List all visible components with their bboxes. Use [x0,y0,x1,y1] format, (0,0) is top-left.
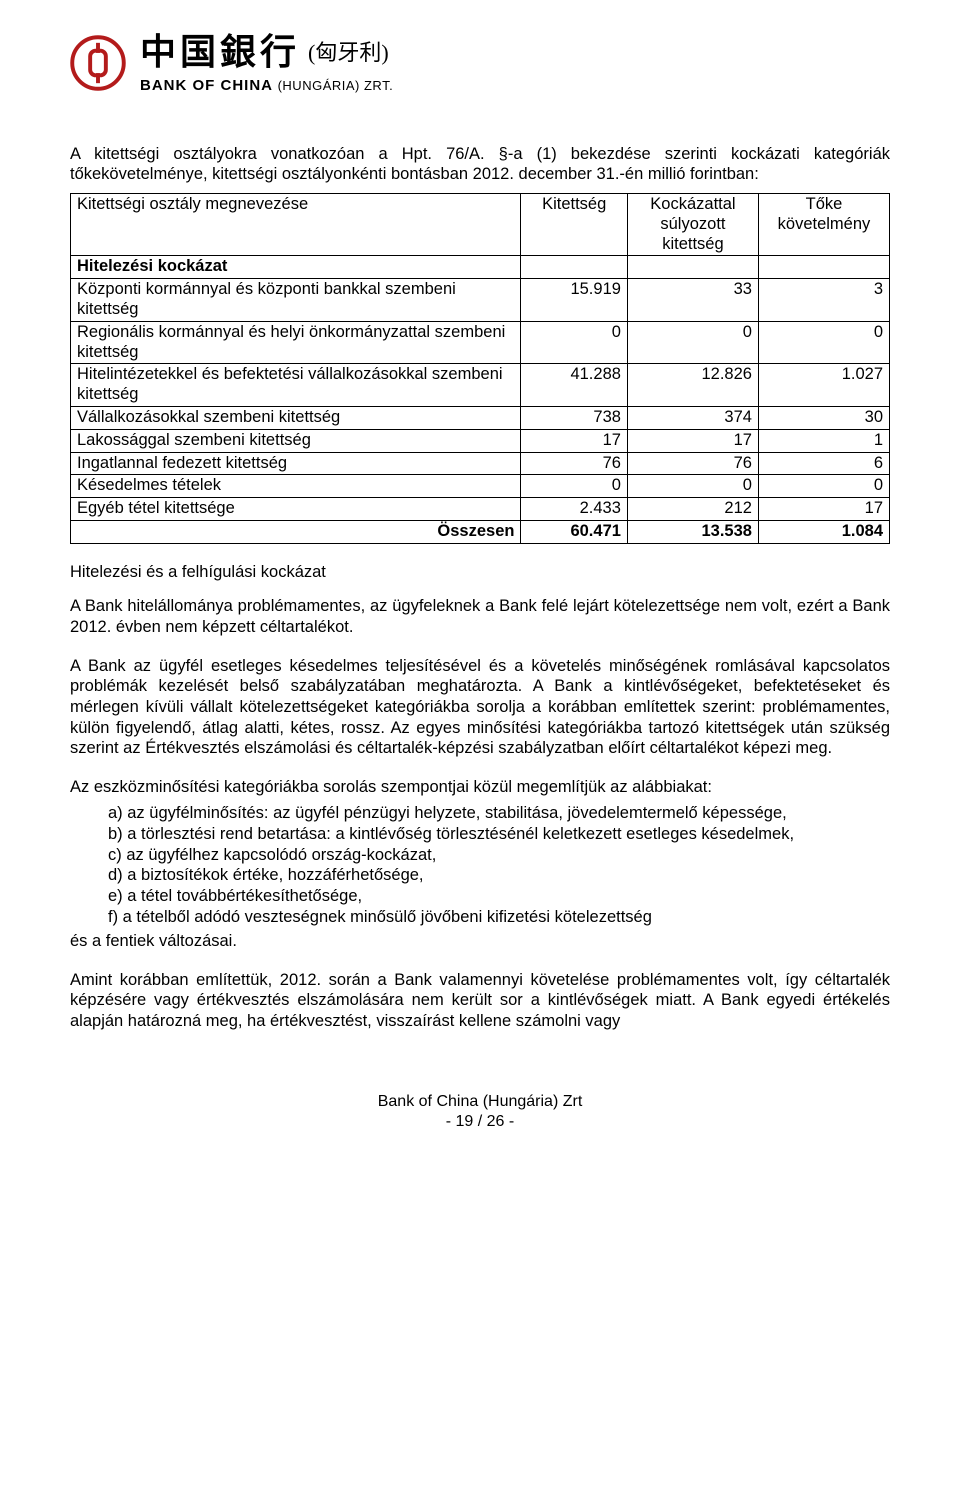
logo-english-text: BANK OF CHINA [140,77,273,94]
row-value: 33 [627,279,758,322]
row-label: Vállalkozásokkal szembeni kitettség [71,406,521,429]
row-value: 374 [627,406,758,429]
table-row: Ingatlannal fedezett kitettség76766 [71,452,890,475]
row-value: 0 [521,321,627,364]
row-value: 17 [627,429,758,452]
row-value: 0 [521,475,627,498]
row-label: Egyéb tétel kitettsége [71,498,521,521]
row-value: 0 [627,475,758,498]
table-row: Összesen60.47113.5381.084 [71,520,890,543]
col-header-name: Kitettségi osztály megnevezése [71,194,521,256]
list-item: a) az ügyfélminősítés: az ügyfél pénzügy… [108,803,890,824]
list-item: d) a biztosítékok értéke, hozzáférhetősé… [108,865,890,886]
bank-of-china-emblem-icon [70,35,126,91]
row-label: Késedelmes tételek [71,475,521,498]
list-outro: és a fentiek változásai. [70,931,890,952]
col-header-weighted: Kockázattal súlyozott kitettség [627,194,758,256]
row-value: 2.433 [521,498,627,521]
row-value: 60.471 [521,520,627,543]
table-row: Késedelmes tételek000 [71,475,890,498]
footer-company: Bank of China (Hungária) Zrt [70,1092,890,1112]
row-label: Hitelezési kockázat [71,256,521,279]
row-value: 738 [521,406,627,429]
list-item: e) a tétel továbbértékesíthetősége, [108,886,890,907]
table-row: Hitelintézetekkel és befektetési vállalk… [71,364,890,407]
row-value: 1 [758,429,889,452]
list-item: c) az ügyfélhez kapcsolódó ország-kockáz… [108,845,890,866]
table-row: Központi kormánnyal és központi bankkal … [71,279,890,322]
table-row: Vállalkozásokkal szembeni kitettség73837… [71,406,890,429]
exposure-table: Kitettségi osztály megnevezése Kitettség… [70,193,890,544]
list-item: b) a törlesztési rend betartása: a kintl… [108,824,890,845]
section-title: Hitelezési és a felhígulási kockázat [70,562,890,583]
list-item: f) a tételből adódó veszteségnek minősül… [108,907,890,928]
logo-chinese-text: 中国銀行 [140,30,300,75]
row-value: 76 [627,452,758,475]
row-value: 76 [521,452,627,475]
row-value: 212 [627,498,758,521]
row-label: Lakossággal szembeni kitettség [71,429,521,452]
paragraph-4: Amint korábban említettük, 2012. során a… [70,970,890,1032]
list-intro: Az eszközminősítési kategóriákba sorolás… [70,777,890,798]
footer-page-number: - 19 / 26 - [70,1112,890,1132]
logo-english-sub: (HUNGÁRIA) ZRT. [278,78,394,93]
row-value: 15.919 [521,279,627,322]
row-value: 17 [758,498,889,521]
row-label: Összesen [71,520,521,543]
row-label: Hitelintézetekkel és befektetési vállalk… [71,364,521,407]
row-value: 13.538 [627,520,758,543]
criteria-list: a) az ügyfélminősítés: az ügyfél pénzügy… [108,803,890,927]
col-header-kitettseg: Kitettség [521,194,627,256]
row-value [758,256,889,279]
row-label: Regionális kormánnyal és helyi önkormány… [71,321,521,364]
paragraph-2: A Bank az ügyfél esetleges késedelmes te… [70,656,890,759]
table-row: Hitelezési kockázat [71,256,890,279]
row-value: 41.288 [521,364,627,407]
logo-header: 中国銀行 (匈牙利) BANK OF CHINA (HUNGÁRIA) ZRT. [70,30,890,96]
table-row: Egyéb tétel kitettsége2.43321217 [71,498,890,521]
col-header-capital: Tőke követelmény [758,194,889,256]
table-row: Lakossággal szembeni kitettség17171 [71,429,890,452]
row-value [521,256,627,279]
row-value: 30 [758,406,889,429]
row-value: 0 [627,321,758,364]
table-row: Regionális kormánnyal és helyi önkormány… [71,321,890,364]
row-value: 3 [758,279,889,322]
row-label: Központi kormánnyal és központi bankkal … [71,279,521,322]
logo-text-group: 中国銀行 (匈牙利) BANK OF CHINA (HUNGÁRIA) ZRT. [140,30,393,96]
row-value: 6 [758,452,889,475]
row-label: Ingatlannal fedezett kitettség [71,452,521,475]
row-value: 1.027 [758,364,889,407]
intro-paragraph: A kitettségi osztályokra vonatkozóan a H… [70,144,890,185]
paragraph-1: A Bank hitelállománya problémamentes, az… [70,596,890,637]
table-header-row: Kitettségi osztály megnevezése Kitettség… [71,194,890,256]
page-footer: Bank of China (Hungária) Zrt - 19 / 26 - [70,1092,890,1132]
logo-chinese-sub: (匈牙利) [308,39,389,67]
row-value: 0 [758,321,889,364]
row-value: 1.084 [758,520,889,543]
row-value [627,256,758,279]
row-value: 17 [521,429,627,452]
row-value: 0 [758,475,889,498]
row-value: 12.826 [627,364,758,407]
